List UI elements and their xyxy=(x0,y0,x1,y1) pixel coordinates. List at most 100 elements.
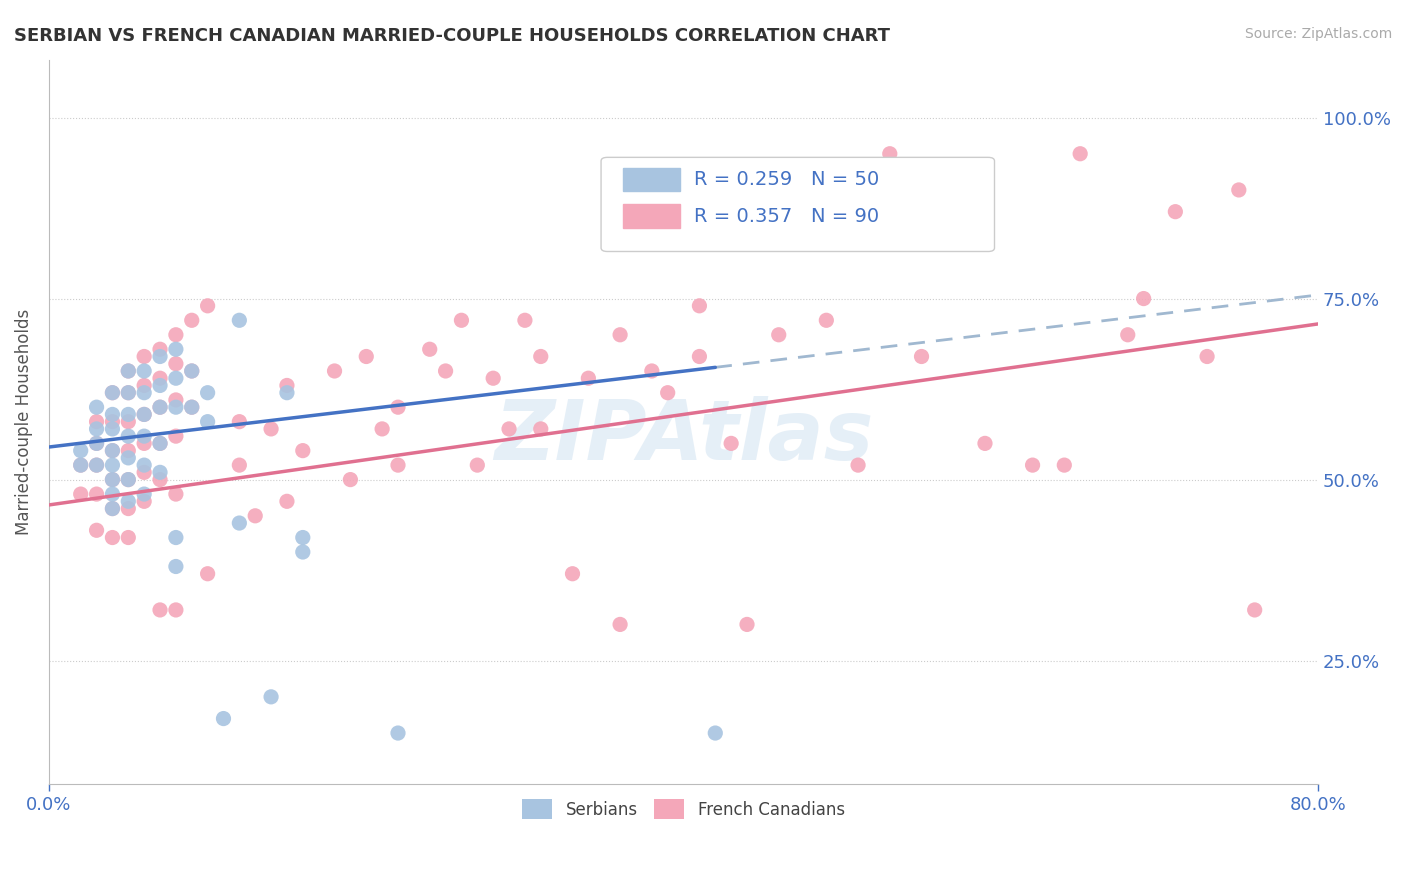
Point xyxy=(134,364,156,378)
Point xyxy=(1069,146,1091,161)
Point xyxy=(101,408,124,422)
Point xyxy=(101,385,124,400)
Point xyxy=(86,415,108,429)
Point xyxy=(688,350,710,364)
Point xyxy=(735,617,758,632)
Point xyxy=(1132,292,1154,306)
Text: R = 0.357   N = 90: R = 0.357 N = 90 xyxy=(693,207,879,226)
Point xyxy=(498,422,520,436)
Point xyxy=(815,313,838,327)
Point xyxy=(149,378,172,392)
Point xyxy=(117,443,139,458)
Point xyxy=(720,436,742,450)
Point xyxy=(134,408,156,422)
Point xyxy=(117,473,139,487)
Point xyxy=(165,487,187,501)
Point xyxy=(688,299,710,313)
Point xyxy=(228,516,250,530)
Point xyxy=(1227,183,1250,197)
Point xyxy=(530,350,553,364)
Point xyxy=(197,566,219,581)
Point xyxy=(165,400,187,414)
Point xyxy=(69,458,91,472)
Y-axis label: Married-couple Households: Married-couple Households xyxy=(15,309,32,535)
Point xyxy=(86,523,108,537)
Point xyxy=(101,443,124,458)
Point xyxy=(228,415,250,429)
Point xyxy=(101,385,124,400)
Point xyxy=(101,501,124,516)
Point xyxy=(101,443,124,458)
Point xyxy=(576,371,599,385)
Point xyxy=(86,422,108,436)
Point xyxy=(356,350,378,364)
Point xyxy=(879,146,901,161)
Point xyxy=(513,313,536,327)
Point xyxy=(101,487,124,501)
Point xyxy=(134,350,156,364)
Point xyxy=(1243,603,1265,617)
Point xyxy=(117,415,139,429)
Point xyxy=(165,357,187,371)
Point xyxy=(101,531,124,545)
Point xyxy=(387,400,409,414)
Point xyxy=(180,400,202,414)
Point xyxy=(149,466,172,480)
Point xyxy=(641,364,664,378)
Point xyxy=(180,364,202,378)
Point xyxy=(165,559,187,574)
Point xyxy=(117,385,139,400)
Point xyxy=(197,299,219,313)
Point xyxy=(323,364,346,378)
Point xyxy=(291,545,314,559)
Point xyxy=(117,473,139,487)
Point xyxy=(276,378,298,392)
Point xyxy=(69,458,91,472)
Point xyxy=(434,364,457,378)
Point xyxy=(609,327,631,342)
Point xyxy=(276,385,298,400)
Point xyxy=(86,458,108,472)
Point xyxy=(1116,327,1139,342)
Point xyxy=(1197,350,1219,364)
Point xyxy=(387,726,409,740)
Point xyxy=(101,473,124,487)
Point xyxy=(371,422,394,436)
Point xyxy=(69,443,91,458)
Point xyxy=(165,429,187,443)
Point xyxy=(117,501,139,516)
Point xyxy=(86,458,108,472)
Point xyxy=(101,422,124,436)
Point xyxy=(117,494,139,508)
Point xyxy=(657,385,679,400)
Point xyxy=(339,473,361,487)
Point xyxy=(165,371,187,385)
Point xyxy=(117,385,139,400)
Point xyxy=(149,343,172,357)
Point xyxy=(704,726,727,740)
Point xyxy=(387,458,409,472)
Point xyxy=(149,473,172,487)
Point xyxy=(101,415,124,429)
Point xyxy=(1053,458,1076,472)
Point xyxy=(768,327,790,342)
Point xyxy=(180,364,202,378)
Text: Source: ZipAtlas.com: Source: ZipAtlas.com xyxy=(1244,27,1392,41)
Point xyxy=(260,422,283,436)
Point xyxy=(134,378,156,392)
Point xyxy=(276,494,298,508)
Point xyxy=(228,313,250,327)
Point xyxy=(165,531,187,545)
Text: SERBIAN VS FRENCH CANADIAN MARRIED-COUPLE HOUSEHOLDS CORRELATION CHART: SERBIAN VS FRENCH CANADIAN MARRIED-COUPL… xyxy=(14,27,890,45)
Point xyxy=(149,436,172,450)
Point xyxy=(134,458,156,472)
Point xyxy=(165,603,187,617)
Text: ZIPAtlas: ZIPAtlas xyxy=(494,396,873,476)
Bar xyxy=(623,169,679,192)
Point xyxy=(86,400,108,414)
Point xyxy=(419,343,441,357)
Point xyxy=(149,603,172,617)
Point xyxy=(165,343,187,357)
Point xyxy=(197,415,219,429)
Point xyxy=(86,436,108,450)
